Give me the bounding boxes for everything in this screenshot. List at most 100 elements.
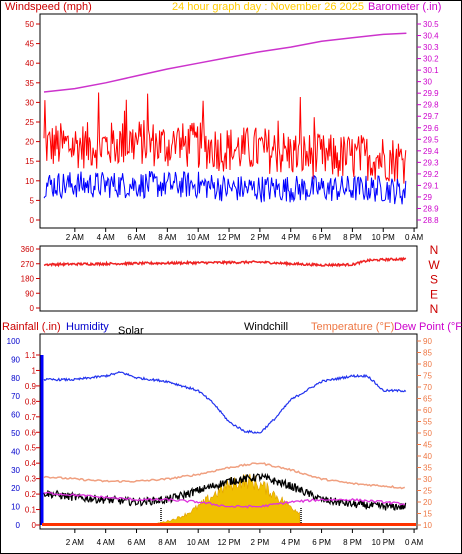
time-tick-label-lower: 8 AM: [158, 538, 177, 547]
baro-tick-label: 29.2: [423, 170, 439, 179]
baro-tick-label: 30.5: [423, 20, 439, 29]
temp-tick-label: 55: [423, 418, 432, 427]
temperature-label: Temperature (°F): [311, 321, 394, 333]
baro-tick-label: 29.4: [423, 147, 439, 156]
baro-tick-label: 28.8: [423, 216, 439, 225]
temp-tick-label: 35: [423, 464, 432, 473]
time-tick-label-lower: 12 PM: [217, 538, 240, 547]
rain-tick-label: 0.3: [25, 475, 37, 484]
time-tick-label-lower: 2 AM: [66, 538, 85, 547]
rain-tick-label: 1.1: [25, 351, 37, 360]
direction-series: [43, 256, 407, 268]
compass-label: N: [430, 243, 439, 257]
windchill-label: Windchill: [244, 321, 288, 333]
temp-tick-label: 30: [423, 475, 432, 484]
baro-tick-label: 28.9: [423, 204, 439, 213]
baro-tick-label: 29: [423, 193, 432, 202]
time-tick-label-lower: 2 PM: [251, 538, 270, 547]
humidity-line: [43, 371, 407, 434]
wind-tick-label: 5: [30, 196, 35, 205]
compass-label: N: [430, 302, 439, 316]
rain-tick-label: 1: [32, 366, 37, 375]
time-tick-label: 10 PM: [372, 233, 395, 242]
direction-tick-label: 270: [21, 260, 35, 269]
panel-wind: [39, 13, 418, 229]
rain-tick-label: 0.8: [25, 397, 37, 406]
wind-gust-line: [43, 92, 407, 184]
time-tick-label: 8 AM: [158, 233, 177, 242]
time-tick-label: 4 PM: [281, 233, 300, 242]
humidity-tick-label: 90: [11, 355, 20, 364]
time-tick-label-lower: 10 AM: [187, 538, 210, 547]
wind-tick-label: 10: [25, 177, 34, 186]
barometer-line: [43, 32, 407, 93]
humidity-tick-label: 80: [11, 374, 20, 383]
time-tick-label: 2 AM: [66, 233, 85, 242]
compass-label: E: [430, 287, 438, 301]
time-tick-label: 6 AM: [127, 233, 146, 242]
temp-tick-label: 75: [423, 372, 432, 381]
time-tick-label-lower: 8 PM: [343, 538, 362, 547]
windchill-line: [43, 472, 407, 511]
rain-tick-label: 0.9: [25, 382, 37, 391]
temperature-line: [43, 462, 405, 490]
humidity-tick-label: 0: [16, 521, 21, 530]
humidity-tick-label: 10: [11, 503, 20, 512]
wind-tick-label: 25: [25, 118, 34, 127]
humidity-tick-label: 70: [11, 392, 20, 401]
baro-tick-label: 30.2: [423, 55, 439, 64]
solar-area: [157, 473, 301, 526]
time-tick-label: 8 PM: [343, 233, 362, 242]
dewpoint-label: Dew Point (°F): [394, 321, 462, 333]
rainfall-line: [42, 523, 416, 526]
rain-tick-label: 0.5: [25, 444, 37, 453]
temp-tick-label: 85: [423, 349, 432, 358]
temp-tick-label: 25: [423, 487, 432, 496]
compass-label: S: [430, 273, 438, 287]
temp-tick-label: 90: [423, 337, 432, 346]
rain-tick-label: 0: [32, 521, 37, 530]
temp-tick-label: 60: [423, 406, 432, 415]
wind-tick-label: 35: [25, 79, 34, 88]
time-tick-label: 0 AM: [405, 233, 424, 242]
rain-tick-label: 0.2: [25, 490, 37, 499]
compass-label: W: [428, 258, 440, 272]
wind-tick-label: 50: [25, 20, 34, 29]
time-tick-label-lower: 4 PM: [281, 538, 300, 547]
temp-tick-label: 20: [423, 498, 432, 507]
wind-tick-label: 40: [25, 59, 34, 68]
temp-tick-label: 50: [423, 429, 432, 438]
time-tick-label: 12 PM: [217, 233, 240, 242]
humidity-tick-label: 20: [11, 484, 20, 493]
temp-tick-label: 15: [423, 510, 432, 519]
humidity-label: Humidity: [66, 321, 109, 333]
baro-tick-label: 29.9: [423, 89, 439, 98]
time-tick-label: 6 PM: [312, 233, 331, 242]
windspeed-label: Windspeed (mph): [5, 1, 92, 13]
temp-tick-label: 45: [423, 441, 432, 450]
baro-tick-label: 29.6: [423, 124, 439, 133]
temp-tick-label: 65: [423, 395, 432, 404]
baro-tick-label: 29.7: [423, 112, 439, 121]
humidity-tick-label: 50: [11, 429, 20, 438]
wind-tick-label: 45: [25, 40, 34, 49]
wind-series: [43, 32, 407, 205]
time-tick-label-lower: 0 AM: [405, 538, 424, 547]
baro-tick-label: 29.5: [423, 135, 439, 144]
rain-tick-label: 0.4: [25, 459, 37, 468]
wind-tick-label: 20: [25, 138, 34, 147]
wind-tick-label: 15: [25, 157, 34, 166]
direction-line: [43, 256, 407, 268]
barometer-label: Barometer (.in): [368, 1, 441, 13]
rain-tick-label: 0.7: [25, 413, 37, 422]
rain-tick-label: 0.6: [25, 428, 37, 437]
temperature-axes: 0 10 20 30 40 50 60 70 80 90 100 0 0.1 0.2 0.3 0.4 0.5 0.…: [7, 337, 433, 547]
temp-tick-label: 40: [423, 452, 432, 461]
graph-title: 24 hour graph day : November 26 2025: [172, 1, 364, 13]
direction-tick-label: 0: [30, 304, 35, 313]
wind-avg-line: [43, 171, 407, 205]
humidity-tick-label: 30: [11, 466, 20, 475]
dewpoint-line: [43, 491, 406, 509]
